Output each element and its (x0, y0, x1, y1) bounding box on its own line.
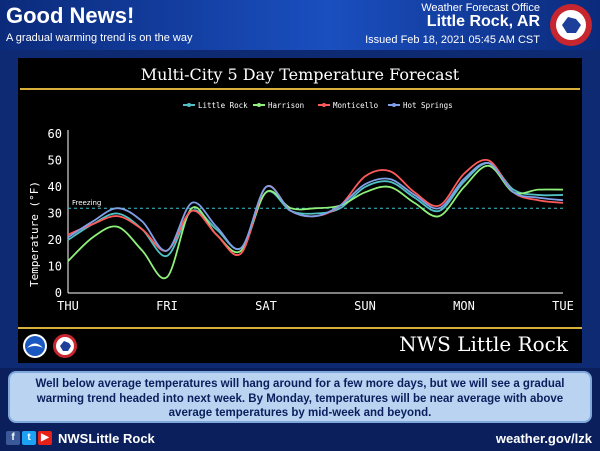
x-tick-label: SAT (255, 299, 277, 313)
headline: Good News! (6, 3, 135, 28)
temperature-chart: Multi-City 5 Day Temperature Forecast Li… (20, 65, 580, 313)
office-banner: NWS Little Rock (18, 327, 582, 363)
x-tick-label: TUE (552, 299, 574, 313)
nws-logo-icon (550, 4, 592, 46)
gold-divider (18, 327, 582, 329)
legend-marker (257, 103, 261, 107)
x-tick-label: THU (57, 299, 79, 313)
nws-small-logo-icon (53, 334, 77, 358)
legend-marker (322, 103, 326, 107)
y-tick-label: 0 (55, 286, 62, 300)
freezing-label: Freezing (72, 199, 101, 207)
office-city: Little Rock, AR (426, 13, 540, 30)
y-axis-label: Temperature (°F) (28, 181, 41, 287)
twitter-icon[interactable]: t (22, 431, 36, 445)
youtube-icon[interactable]: ▶ (38, 431, 52, 445)
series-line-harrison (67, 164, 564, 280)
header-bar: Good News! A gradual warming trend is on… (0, 0, 600, 50)
y-tick-label: 30 (48, 207, 62, 221)
y-tick-label: 40 (48, 180, 62, 194)
series-line-little-rock (67, 162, 564, 257)
y-tick-label: 20 (48, 233, 62, 247)
chart-area: Multi-City 5 Day Temperature Forecast Li… (18, 58, 582, 363)
office-name: Weather Forecast Office (421, 2, 540, 14)
footer-bar: f t ▶ NWSLittle Rock weather.gov/lzk (0, 427, 600, 451)
legend-label: Harrison (268, 101, 304, 110)
website-link[interactable]: weather.gov/lzk (495, 431, 592, 446)
legend-label: Little Rock (198, 101, 248, 110)
y-tick-label: 50 (48, 154, 62, 168)
series-line-hot-springs (67, 161, 564, 252)
noaa-logo-icon (23, 334, 47, 358)
x-tick-label: MON (453, 299, 475, 313)
issued-time: Issued Feb 18, 2021 05:45 AM CST (365, 34, 540, 46)
x-tick-label: SUN (354, 299, 376, 313)
legend-marker (187, 103, 191, 107)
social-handle[interactable]: NWSLittle Rock (58, 431, 155, 446)
facebook-icon[interactable]: f (6, 431, 20, 445)
chart-legend: Little Rock Harrison Monticello Hot Springs (183, 101, 453, 110)
forecast-message: Well below average temperatures will han… (8, 371, 592, 423)
legend-label: Hot Springs (403, 101, 453, 110)
y-tick-label: 10 (48, 260, 62, 274)
chart-title: Multi-City 5 Day Temperature Forecast (141, 65, 460, 84)
y-tick-label: 60 (48, 127, 62, 141)
legend-marker (392, 103, 396, 107)
subheadline: A gradual warming trend is on the way (6, 32, 193, 44)
office-name-banner: NWS Little Rock (399, 332, 568, 356)
legend-label: Monticello (333, 101, 379, 110)
x-tick-label: FRI (156, 299, 178, 313)
